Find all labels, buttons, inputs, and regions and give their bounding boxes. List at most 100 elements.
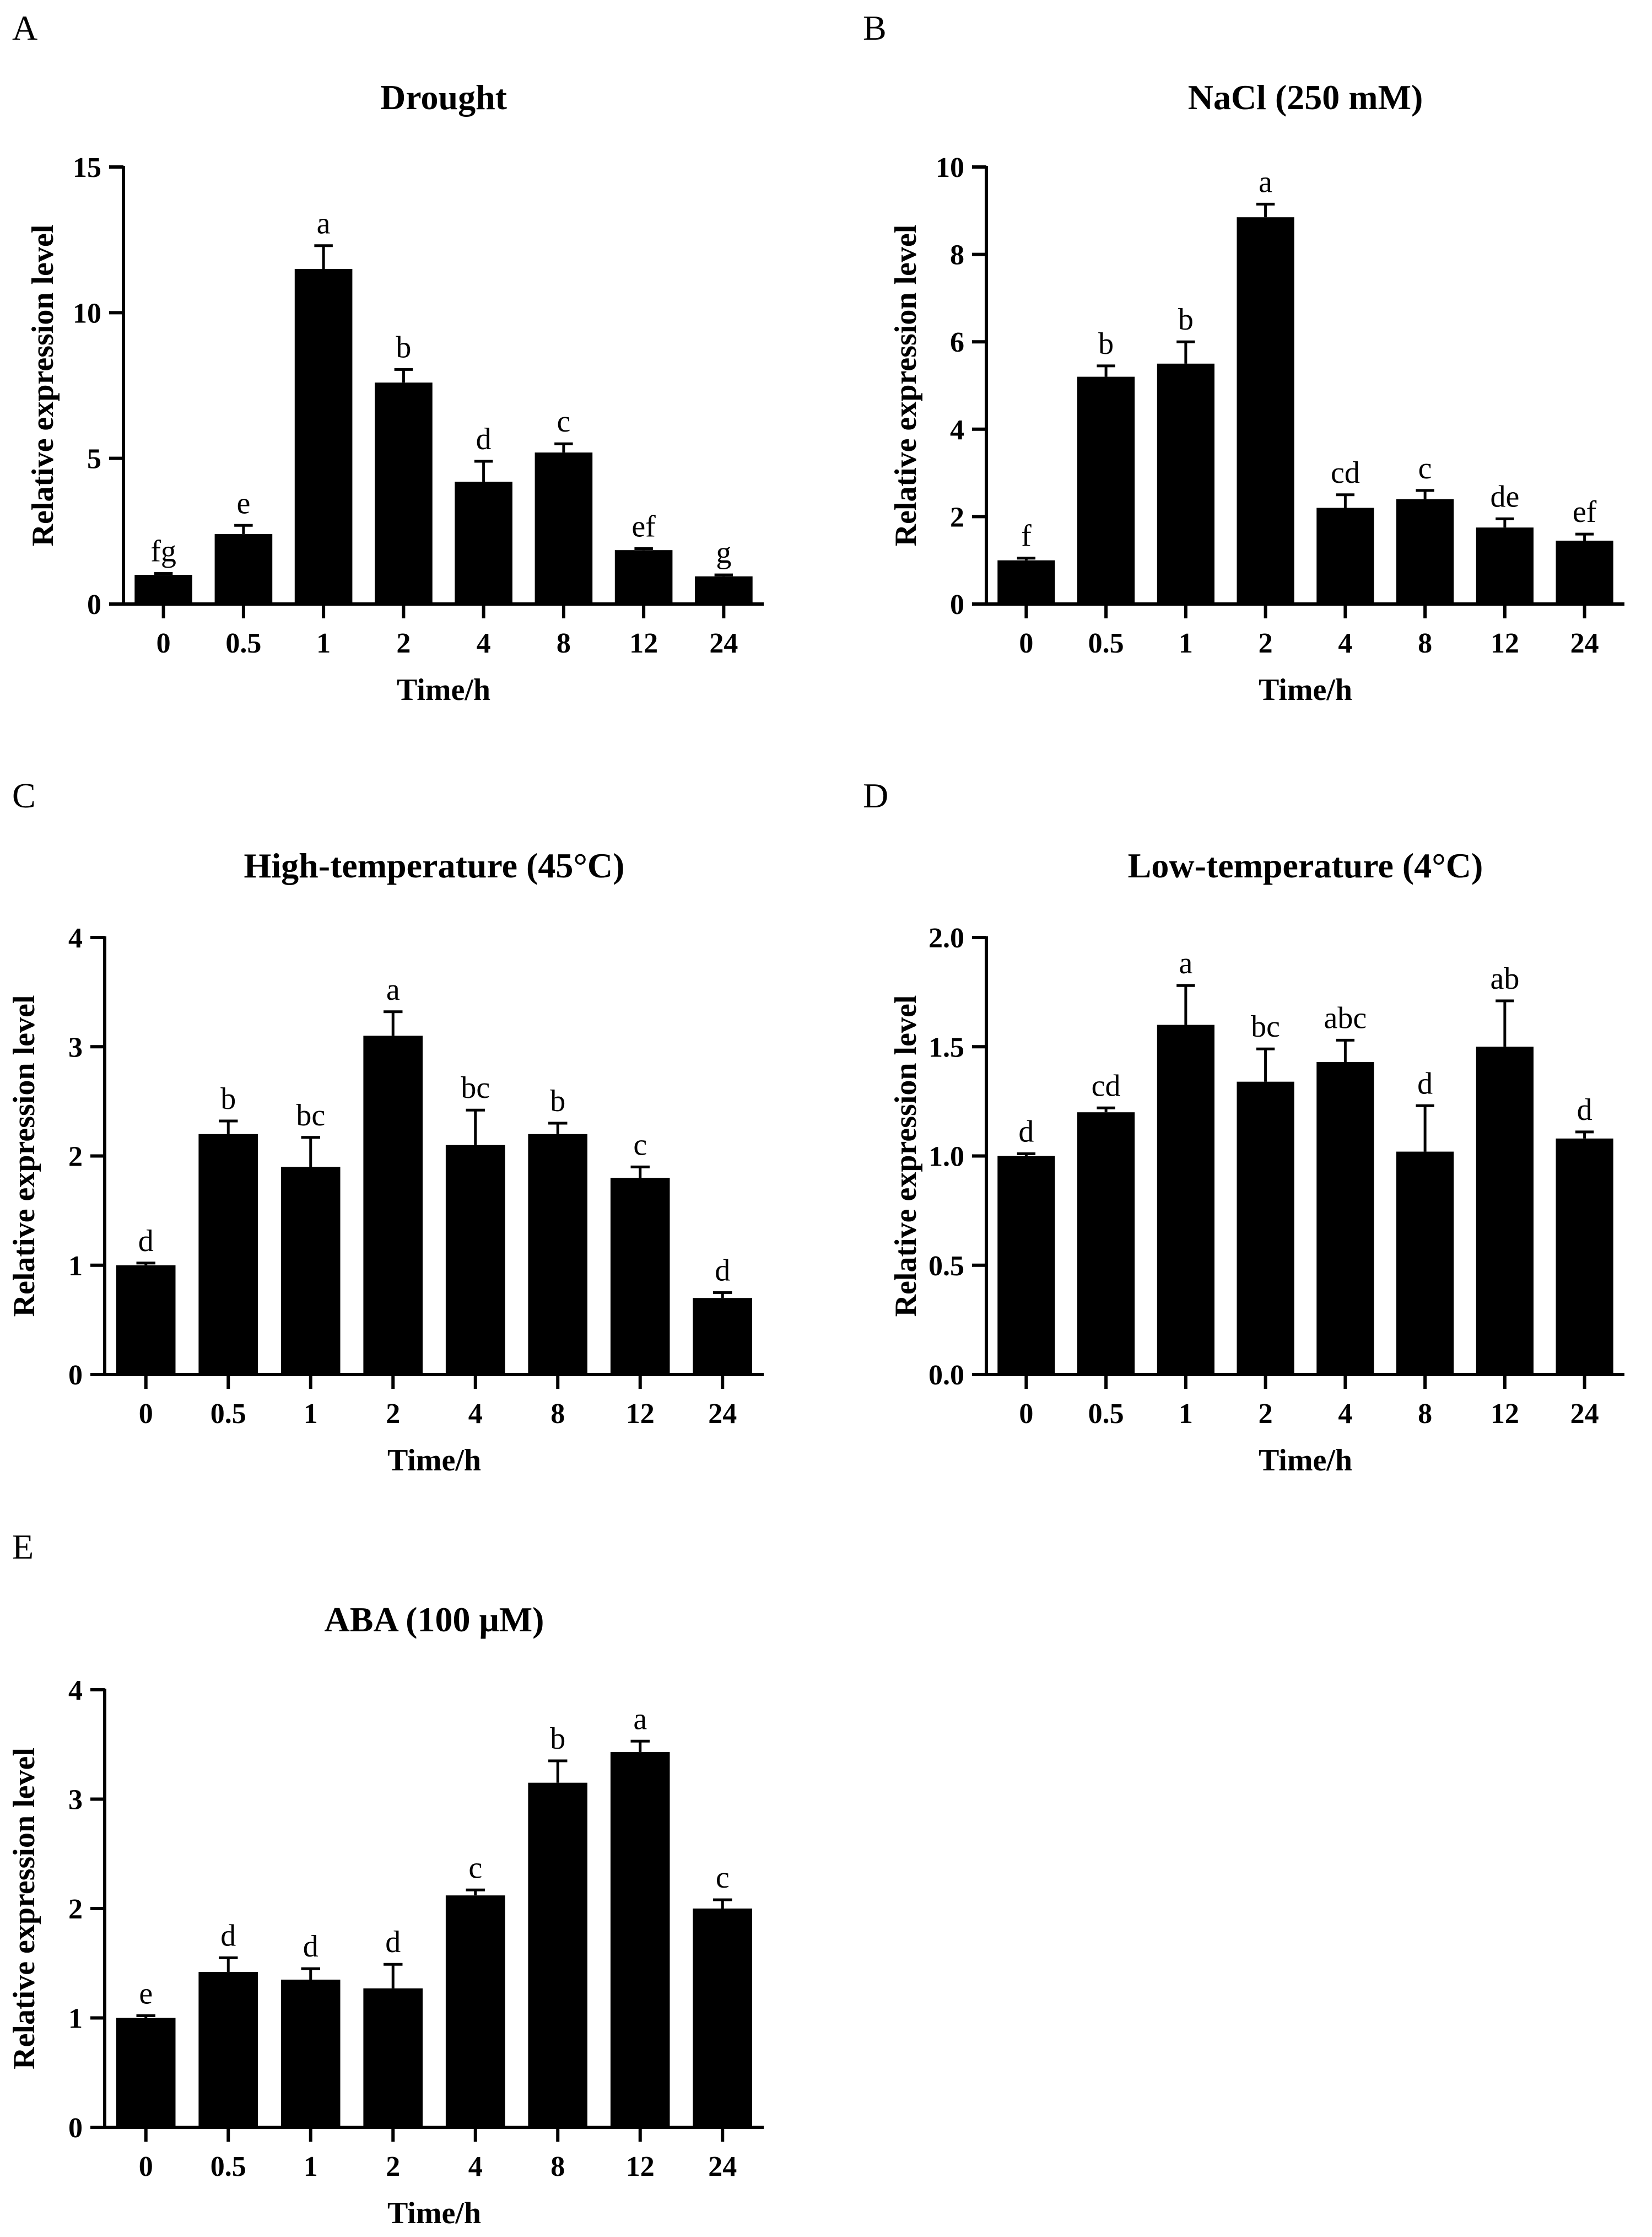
panel-letter: E xyxy=(12,1527,34,1566)
bar-1h xyxy=(294,269,353,604)
bar-4h xyxy=(1316,1062,1374,1374)
error-bar-12h xyxy=(1496,999,1514,1047)
error-bar-2h xyxy=(1256,202,1275,218)
x-tick-label: 2 xyxy=(386,1398,400,1430)
significance-label: d xyxy=(1417,1066,1433,1101)
bar-8h xyxy=(528,1134,587,1374)
error-bar-1h xyxy=(1176,984,1195,1025)
y-axis-title: Relative expression level xyxy=(26,225,60,547)
significance-label: c xyxy=(468,1851,482,1885)
bar-12h xyxy=(614,550,673,604)
error-bar-4h xyxy=(474,460,493,482)
bar-1h xyxy=(280,1980,341,2127)
bar-1h xyxy=(280,1167,341,1374)
bar-8h xyxy=(1396,1151,1454,1374)
bar-2h xyxy=(1237,217,1294,604)
y-tick-label: 4 xyxy=(68,923,83,954)
significance-label: b xyxy=(1178,303,1194,337)
y-tick-label: 2.0 xyxy=(928,923,964,954)
significance-label: a xyxy=(386,973,400,1007)
bar-2h xyxy=(1237,1081,1294,1374)
bar-2h xyxy=(363,1988,423,2127)
y-tick-label: 4 xyxy=(950,414,964,446)
y-tick-label: 0 xyxy=(950,589,964,621)
significance-label: c xyxy=(1418,451,1432,486)
x-tick-label: 12 xyxy=(1491,1398,1519,1430)
y-tick-label: 3 xyxy=(68,1785,83,1816)
error-bar-0h xyxy=(1017,557,1036,560)
y-axis-title: Relative expression level xyxy=(889,225,923,547)
error-bar-1h xyxy=(301,1967,320,1980)
significance-label: ef xyxy=(1573,495,1597,529)
chart-title: High-temperature (45°C) xyxy=(244,846,625,885)
bar-4h xyxy=(455,482,512,604)
bar-24h xyxy=(1556,541,1613,604)
significance-label: abc xyxy=(1324,1001,1367,1035)
y-tick-label: 1 xyxy=(68,2003,83,2035)
significance-label: bc xyxy=(296,1098,325,1133)
error-bar-12h xyxy=(634,547,653,551)
significance-label: bc xyxy=(461,1071,490,1105)
y-tick-label: 2 xyxy=(68,1894,83,1925)
bar-0h xyxy=(134,575,192,604)
x-tick-label: 2 xyxy=(1259,1398,1273,1430)
significance-label: b xyxy=(550,1722,565,1756)
x-tick-label: 0.5 xyxy=(1088,628,1124,659)
x-tick-label: 0 xyxy=(139,2151,153,2182)
y-tick-label: 3 xyxy=(68,1032,83,1063)
y-tick-label: 0 xyxy=(68,1360,83,1391)
bar-0-5h xyxy=(1077,376,1135,604)
panel-letter: C xyxy=(12,776,36,815)
y-tick-label: 2 xyxy=(68,1141,83,1173)
bar-0h xyxy=(997,560,1055,604)
significance-label: c xyxy=(557,405,570,439)
significance-label: cd xyxy=(1092,1069,1121,1103)
x-tick-label: 8 xyxy=(557,628,571,659)
x-tick-label: 4 xyxy=(468,1398,483,1430)
significance-label: ab xyxy=(1490,962,1519,996)
x-tick-label: 24 xyxy=(1570,628,1599,659)
error-bar-0h xyxy=(154,572,173,575)
bar-0-5h xyxy=(1077,1112,1135,1374)
x-tick-label: 2 xyxy=(396,628,411,659)
error-bar-8h xyxy=(1416,1104,1434,1152)
x-tick-label: 0.5 xyxy=(210,1398,246,1430)
x-tick-label: 4 xyxy=(477,628,491,659)
bar-24h xyxy=(695,576,753,604)
significance-label: d xyxy=(1577,1093,1592,1127)
x-tick-label: 4 xyxy=(1338,1398,1352,1430)
significance-label: ef xyxy=(631,510,656,544)
y-tick-label: 2 xyxy=(950,502,964,533)
bar-12h xyxy=(610,1752,670,2127)
bar-8h xyxy=(528,1782,587,2127)
bar-0-5h xyxy=(198,1134,258,1374)
significance-label: bc xyxy=(1251,1010,1280,1044)
x-tick-label: 1 xyxy=(316,628,331,659)
x-tick-label: 12 xyxy=(1491,628,1519,659)
y-tick-label: 10 xyxy=(936,152,964,184)
x-tick-label: 12 xyxy=(626,2151,655,2182)
error-bar-4h xyxy=(466,1888,485,1896)
y-tick-label: 10 xyxy=(73,298,101,329)
bar-24h xyxy=(693,1298,752,1374)
panel-letter: B xyxy=(863,8,887,47)
error-bar-24h xyxy=(1575,532,1594,541)
error-bar-2h xyxy=(394,368,413,383)
x-tick-label: 0 xyxy=(1019,628,1033,659)
x-tick-label: 1 xyxy=(1179,628,1193,659)
significance-label: c xyxy=(716,1861,730,1895)
error-bar-4h xyxy=(466,1108,485,1145)
bars-group: e d d d c b a c xyxy=(116,1702,752,2127)
bar-24h xyxy=(1556,1138,1613,1374)
bar-1h xyxy=(1157,1025,1214,1374)
x-tick-label: 8 xyxy=(550,1398,565,1430)
significance-label: b xyxy=(220,1082,236,1116)
x-axis-title: Time/h xyxy=(1259,673,1352,707)
x-axis-title: Time/h xyxy=(397,673,490,707)
x-tick-label: 12 xyxy=(626,1398,655,1430)
y-tick-label: 6 xyxy=(950,327,964,358)
error-bar-0-5h xyxy=(234,524,253,535)
